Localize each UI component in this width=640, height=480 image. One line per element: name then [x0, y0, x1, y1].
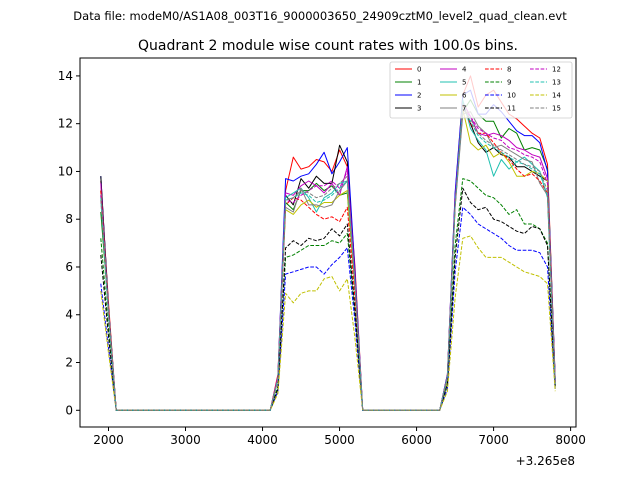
x-tick-label: 4000: [247, 433, 278, 447]
legend-label-6: 6: [462, 92, 467, 100]
legend-label-0: 0: [417, 66, 421, 74]
legend-label-7: 7: [462, 105, 466, 113]
legend-label-9: 9: [507, 79, 511, 87]
legend-label-8: 8: [507, 66, 511, 74]
x-offset-label: +3.265e8: [516, 454, 575, 468]
legend-label-2: 2: [417, 92, 421, 100]
data-file-label: Data file: modeM0/AS1A08_003T16_90000036…: [73, 9, 567, 23]
x-tick-label: 2000: [93, 433, 124, 447]
y-tick-label: 4: [65, 308, 73, 322]
series-line-15: [100, 108, 556, 411]
legend-frame: [389, 61, 573, 119]
y-tick-label: 10: [58, 164, 73, 178]
x-tick-label: 3000: [170, 433, 201, 447]
y-tick-label: 12: [58, 117, 73, 131]
y-tick-label: 8: [65, 212, 73, 226]
legend-label-11: 11: [507, 105, 516, 113]
legend-label-4: 4: [462, 66, 467, 74]
series-line-9: [100, 178, 556, 411]
legend-label-15: 15: [552, 105, 561, 113]
legend-label-1: 1: [417, 79, 421, 87]
y-tick-label: 6: [65, 260, 73, 274]
y-axis: 0 2 4 6 8 10 12 14: [58, 69, 80, 417]
series-line-10: [100, 206, 556, 411]
x-tick-label: 8000: [555, 433, 586, 447]
legend-label-5: 5: [462, 79, 466, 87]
series-layer: [100, 75, 556, 411]
legend-label-10: 10: [507, 92, 516, 100]
y-tick-label: 14: [58, 69, 73, 83]
series-line-13: [100, 106, 556, 411]
y-tick-label: 0: [65, 403, 73, 417]
y-tick-label: 2: [65, 356, 73, 370]
x-tick-label: 5000: [324, 433, 355, 447]
legend-label-14: 14: [552, 92, 561, 100]
x-axis: 2000 3000 4000 5000 6000 7000 8000: [93, 427, 586, 447]
legend-label-12: 12: [552, 66, 561, 74]
series-line-8: [100, 104, 556, 411]
x-tick-label: 7000: [478, 433, 509, 447]
plot-frame: [79, 57, 577, 428]
chart-title: Quadrant 2 module wise count rates with …: [138, 38, 518, 54]
legend-label-3: 3: [417, 105, 421, 113]
legend-label-13: 13: [552, 79, 561, 87]
x-tick-label: 6000: [401, 433, 432, 447]
